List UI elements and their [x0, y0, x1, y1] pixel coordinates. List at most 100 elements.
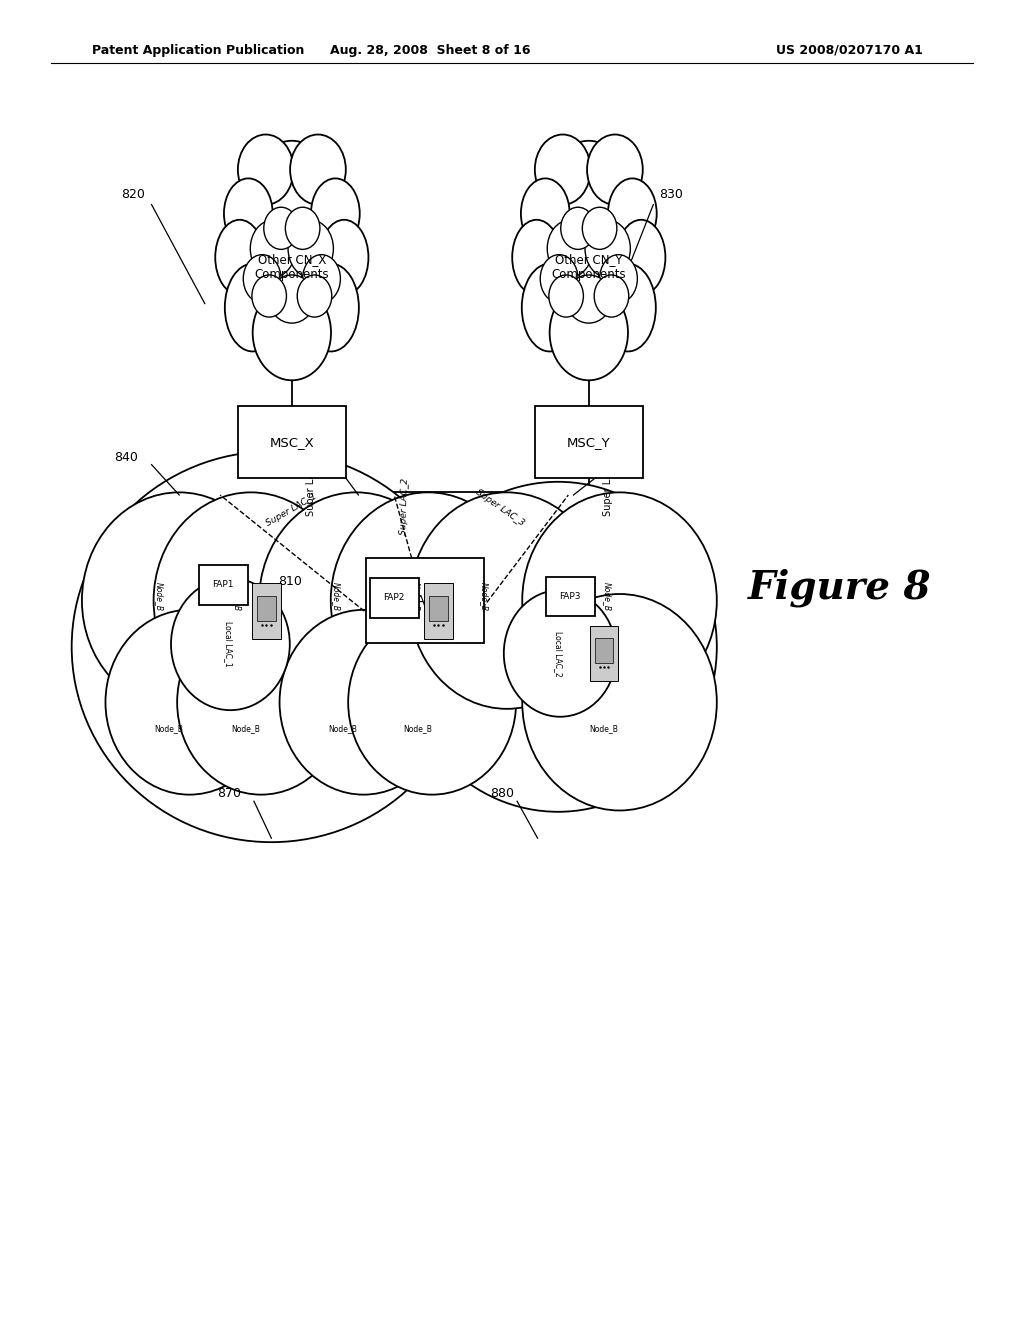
- Text: FAP1: FAP1: [213, 581, 233, 589]
- Ellipse shape: [549, 275, 584, 317]
- Ellipse shape: [259, 492, 454, 709]
- Ellipse shape: [348, 610, 516, 795]
- Ellipse shape: [550, 141, 628, 236]
- Text: Super LAC_1: Super LAC_1: [305, 454, 316, 516]
- Ellipse shape: [594, 275, 629, 317]
- FancyBboxPatch shape: [257, 595, 275, 620]
- Text: Local LAC_2: Local LAC_2: [554, 631, 562, 676]
- Text: US 2008/0207170 A1: US 2008/0207170 A1: [776, 44, 924, 57]
- Ellipse shape: [215, 219, 264, 294]
- Ellipse shape: [225, 264, 281, 351]
- Ellipse shape: [399, 482, 717, 812]
- Ellipse shape: [72, 451, 471, 842]
- Ellipse shape: [269, 275, 314, 323]
- Ellipse shape: [253, 285, 331, 380]
- Text: MSC_X: MSC_X: [269, 436, 314, 449]
- Ellipse shape: [331, 492, 525, 709]
- Text: 840: 840: [115, 450, 138, 463]
- FancyBboxPatch shape: [535, 405, 643, 478]
- Ellipse shape: [244, 150, 340, 364]
- Text: Node_B: Node_B: [403, 725, 432, 733]
- FancyBboxPatch shape: [367, 557, 483, 643]
- Ellipse shape: [253, 141, 331, 236]
- Text: GANC: GANC: [404, 594, 445, 607]
- Text: 880: 880: [490, 787, 514, 800]
- FancyBboxPatch shape: [595, 638, 613, 663]
- Ellipse shape: [154, 492, 348, 709]
- Ellipse shape: [280, 610, 447, 795]
- Text: MSC_Y: MSC_Y: [567, 436, 610, 449]
- Text: Aug. 28, 2008  Sheet 8 of 16: Aug. 28, 2008 Sheet 8 of 16: [330, 44, 530, 57]
- Text: Node_B: Node_B: [480, 582, 488, 611]
- Text: FAP3: FAP3: [560, 593, 581, 601]
- Ellipse shape: [600, 264, 655, 351]
- Text: 860: 860: [620, 450, 643, 463]
- Ellipse shape: [522, 264, 578, 351]
- Text: Local LAC_1: Local LAC_1: [224, 622, 232, 667]
- Ellipse shape: [303, 255, 340, 302]
- Text: Figure 8: Figure 8: [748, 568, 932, 607]
- Text: Node_B: Node_B: [590, 725, 618, 733]
- Ellipse shape: [286, 207, 319, 249]
- Text: Other CN_X
Components: Other CN_X Components: [255, 253, 329, 281]
- Text: Node_B: Node_B: [155, 725, 183, 733]
- Ellipse shape: [264, 207, 298, 249]
- Ellipse shape: [224, 178, 272, 248]
- Text: Other CN_Y
Components: Other CN_Y Components: [552, 253, 626, 281]
- Text: Node_B: Node_B: [231, 725, 260, 733]
- Ellipse shape: [105, 610, 273, 795]
- Ellipse shape: [541, 150, 637, 364]
- FancyBboxPatch shape: [590, 626, 618, 681]
- Ellipse shape: [554, 220, 624, 314]
- Text: Node_B: Node_B: [329, 725, 357, 733]
- Ellipse shape: [522, 594, 717, 810]
- Ellipse shape: [550, 285, 628, 380]
- Ellipse shape: [585, 220, 631, 277]
- Ellipse shape: [600, 255, 637, 302]
- Ellipse shape: [561, 207, 595, 249]
- Ellipse shape: [177, 610, 345, 795]
- FancyBboxPatch shape: [252, 583, 281, 639]
- Ellipse shape: [82, 492, 276, 709]
- Ellipse shape: [504, 590, 616, 717]
- Text: Super LAC_1: Super LAC_1: [265, 492, 318, 528]
- FancyBboxPatch shape: [429, 595, 447, 620]
- Text: Node_B: Node_B: [155, 582, 163, 611]
- Text: 810: 810: [279, 574, 302, 587]
- Text: Super LAC_3: Super LAC_3: [474, 488, 525, 528]
- Text: 820: 820: [121, 187, 145, 201]
- Ellipse shape: [512, 219, 561, 294]
- Ellipse shape: [319, 219, 369, 294]
- Ellipse shape: [547, 220, 593, 277]
- Ellipse shape: [521, 178, 569, 248]
- Text: Super LAC_2: Super LAC_2: [602, 454, 613, 516]
- Ellipse shape: [608, 178, 656, 248]
- Ellipse shape: [297, 275, 332, 317]
- Ellipse shape: [290, 135, 346, 205]
- FancyBboxPatch shape: [199, 565, 248, 605]
- Text: 830: 830: [658, 187, 683, 201]
- Ellipse shape: [171, 578, 290, 710]
- FancyBboxPatch shape: [370, 578, 419, 618]
- Ellipse shape: [238, 135, 294, 205]
- Ellipse shape: [252, 275, 287, 317]
- Ellipse shape: [257, 220, 327, 314]
- Ellipse shape: [250, 220, 296, 277]
- FancyBboxPatch shape: [424, 583, 453, 639]
- Ellipse shape: [587, 135, 643, 205]
- Ellipse shape: [583, 207, 616, 249]
- Ellipse shape: [616, 219, 666, 294]
- Text: Patent Application Publication: Patent Application Publication: [92, 44, 304, 57]
- Ellipse shape: [311, 178, 359, 248]
- Text: Node_B: Node_B: [412, 582, 420, 611]
- Ellipse shape: [410, 492, 604, 709]
- Text: Node_B: Node_B: [603, 582, 611, 611]
- Ellipse shape: [288, 220, 334, 277]
- Ellipse shape: [522, 492, 717, 709]
- Text: Node_B: Node_B: [233, 582, 242, 611]
- Ellipse shape: [535, 135, 591, 205]
- FancyBboxPatch shape: [238, 405, 345, 478]
- Ellipse shape: [303, 264, 358, 351]
- Text: Super LAC_2: Super LAC_2: [399, 478, 410, 535]
- Ellipse shape: [566, 275, 611, 323]
